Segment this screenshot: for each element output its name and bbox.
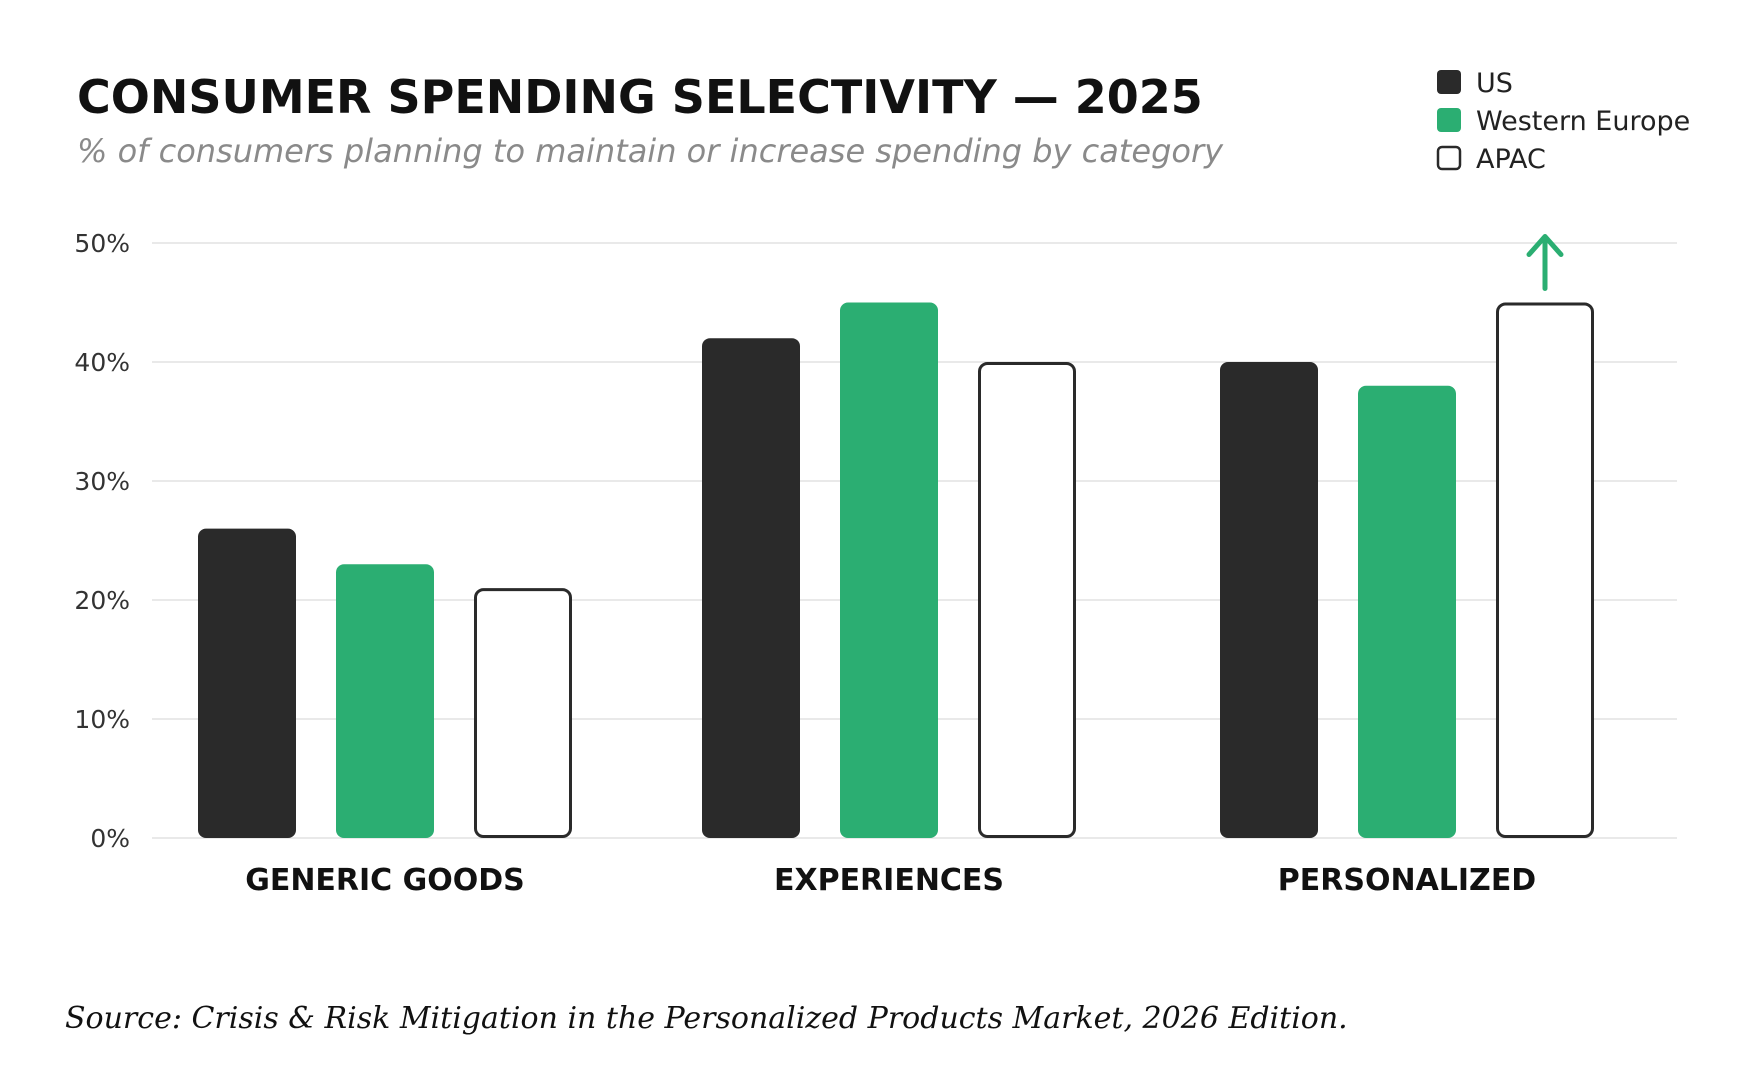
- legend-swatch-us: [1437, 70, 1461, 94]
- chart-title: CONSUMER SPENDING SELECTIVITY — 2025: [77, 70, 1203, 124]
- category-label-experiences: EXPERIENCES: [774, 863, 1004, 898]
- annotations: [1526, 234, 1564, 291]
- y-tick-label: 20%: [74, 586, 130, 615]
- legend: US Western Europe APAC: [1436, 68, 1690, 175]
- y-tick-label: 30%: [74, 467, 130, 496]
- legend-label-western-europe: Western Europe: [1476, 106, 1690, 137]
- bar-us-generic-goods: [198, 528, 296, 838]
- legend-item-us: US: [1437, 68, 1513, 99]
- bar-us-personalized: [1220, 362, 1318, 838]
- bar-us-experiences: [702, 338, 800, 838]
- y-tick-label: 40%: [74, 348, 130, 377]
- y-tick-label: 50%: [74, 229, 130, 258]
- source-note: Source: Crisis & Risk Mitigation in the …: [65, 1001, 1348, 1036]
- legend-swatch-western-europe: [1437, 108, 1461, 132]
- legend-swatch-apac: [1436, 145, 1462, 171]
- bar-apac-experiences: [978, 362, 1076, 838]
- bar-apac-personalized: [1496, 302, 1594, 838]
- bar-apac-generic-goods: [474, 588, 572, 838]
- x-axis: GENERIC GOODS EXPERIENCES PERSONALIZED: [245, 863, 1536, 898]
- legend-label-apac: APAC: [1476, 144, 1546, 175]
- y-axis: 0% 10% 20% 30% 40% 50%: [74, 229, 130, 853]
- bar-western-europe-generic-goods: [336, 564, 434, 838]
- legend-item-apac: APAC: [1436, 144, 1546, 175]
- up-arrow-icon: [1526, 234, 1564, 291]
- category-label-personalized: PERSONALIZED: [1278, 863, 1536, 898]
- bars: [198, 302, 1594, 838]
- legend-label-us: US: [1476, 68, 1513, 99]
- y-tick-label: 10%: [74, 705, 130, 734]
- bar-western-europe-personalized: [1358, 385, 1456, 838]
- legend-item-western-europe: Western Europe: [1437, 106, 1690, 137]
- y-tick-label: 0%: [90, 824, 130, 853]
- category-label-generic-goods: GENERIC GOODS: [245, 863, 525, 898]
- bar-western-europe-experiences: [840, 302, 938, 838]
- chart-subtitle: % of consumers planning to maintain or i…: [77, 132, 1224, 170]
